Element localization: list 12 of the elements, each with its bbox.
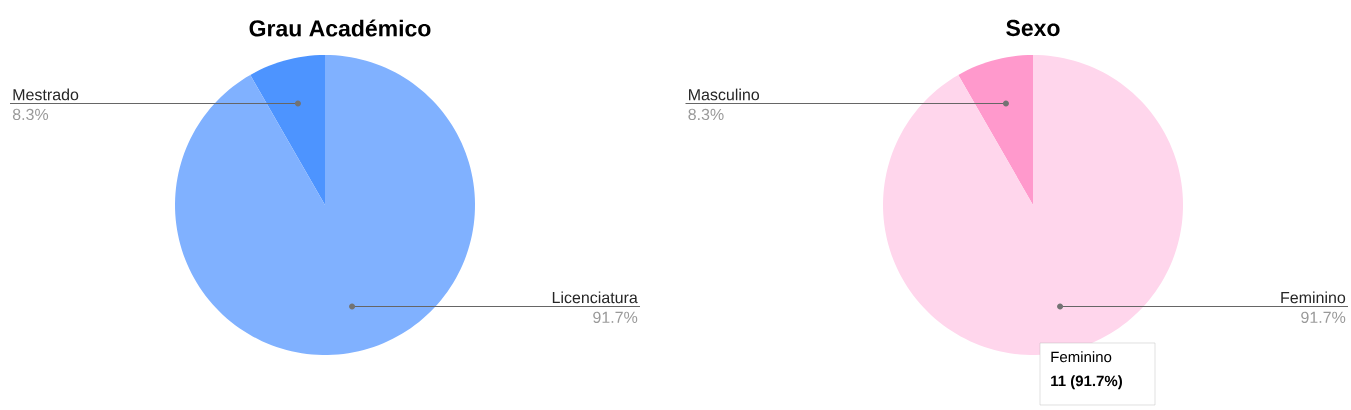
data-label: 91.7%: [593, 311, 638, 323]
chart-title: Sexo: [1006, 19, 1060, 37]
data-label: 8.3%: [12, 108, 49, 121]
slice-label: Mestrado: [13, 88, 79, 101]
text: Feminino: [1051, 351, 1112, 363]
slice-label: Licenciatura: [552, 291, 638, 304]
data-label: 91.7%: [1301, 311, 1346, 323]
text: 11 (91.7%): [1051, 375, 1122, 390]
chart-title: Grau Académico: [249, 19, 431, 37]
data-label: 8.3%: [688, 108, 724, 121]
slice-label: Feminino: [1281, 291, 1346, 304]
slice-label: Masculino: [689, 88, 760, 101]
